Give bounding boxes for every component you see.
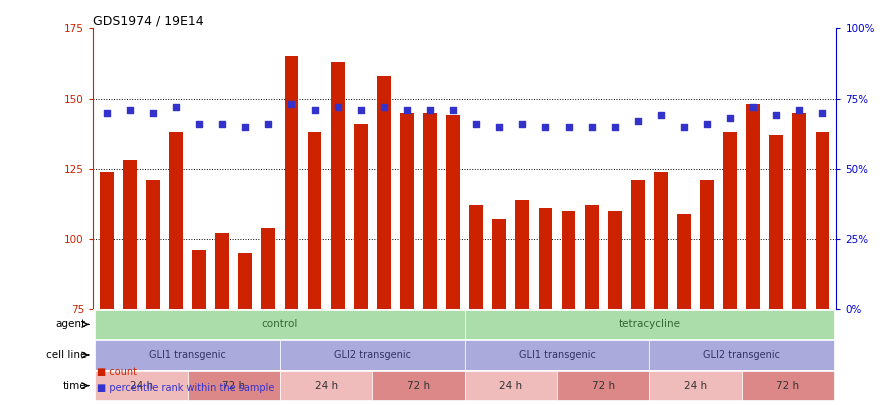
Bar bbox=[373, 371, 465, 400]
Bar bbox=[354, 124, 367, 309]
Text: 72 h: 72 h bbox=[222, 381, 245, 391]
Point bbox=[769, 112, 783, 119]
Bar bbox=[377, 76, 391, 309]
Bar bbox=[169, 132, 183, 309]
Point bbox=[284, 101, 298, 107]
Bar bbox=[700, 180, 714, 309]
Bar bbox=[308, 132, 321, 309]
Point bbox=[400, 107, 414, 113]
Point bbox=[423, 107, 437, 113]
Bar bbox=[146, 180, 160, 309]
Bar bbox=[538, 208, 552, 309]
Point bbox=[331, 104, 345, 110]
Text: agent: agent bbox=[56, 320, 86, 329]
Bar bbox=[469, 205, 483, 309]
Point bbox=[238, 124, 252, 130]
Bar bbox=[465, 310, 834, 339]
Point bbox=[723, 115, 737, 122]
Point bbox=[169, 104, 183, 110]
Bar bbox=[192, 250, 206, 309]
Bar bbox=[631, 180, 644, 309]
Point bbox=[469, 121, 483, 127]
Point bbox=[654, 112, 668, 119]
Text: GDS1974 / 19E14: GDS1974 / 19E14 bbox=[93, 14, 204, 27]
Point bbox=[492, 124, 506, 130]
Point bbox=[307, 107, 321, 113]
Bar bbox=[585, 205, 598, 309]
Point bbox=[608, 124, 622, 130]
Text: GLI2 transgenic: GLI2 transgenic bbox=[334, 350, 411, 360]
Bar bbox=[723, 132, 737, 309]
Bar bbox=[562, 211, 575, 309]
Bar bbox=[96, 340, 280, 370]
Bar bbox=[96, 371, 188, 400]
Point bbox=[192, 121, 206, 127]
Bar bbox=[280, 340, 465, 370]
Bar bbox=[465, 371, 557, 400]
Bar bbox=[100, 172, 113, 309]
Bar bbox=[423, 113, 437, 309]
Bar bbox=[769, 135, 783, 309]
Text: control: control bbox=[262, 320, 298, 329]
Point bbox=[538, 124, 552, 130]
Point bbox=[561, 124, 575, 130]
Point bbox=[584, 124, 598, 130]
Text: time: time bbox=[62, 381, 86, 391]
Bar bbox=[677, 213, 691, 309]
Text: GLI2 transgenic: GLI2 transgenic bbox=[704, 350, 781, 360]
Bar bbox=[446, 115, 460, 309]
Point bbox=[677, 124, 691, 130]
Point bbox=[215, 121, 229, 127]
Point bbox=[700, 121, 714, 127]
Bar bbox=[515, 200, 529, 309]
Point bbox=[446, 107, 460, 113]
Bar bbox=[792, 113, 806, 309]
Text: cell line: cell line bbox=[46, 350, 86, 360]
Bar bbox=[238, 253, 252, 309]
Point bbox=[746, 104, 760, 110]
Point bbox=[146, 109, 160, 116]
Bar bbox=[465, 340, 650, 370]
Bar bbox=[215, 233, 229, 309]
Point bbox=[100, 109, 114, 116]
Point bbox=[815, 109, 829, 116]
Point bbox=[354, 107, 368, 113]
Bar bbox=[816, 132, 829, 309]
Bar bbox=[650, 340, 834, 370]
Bar bbox=[285, 56, 298, 309]
Text: 24 h: 24 h bbox=[684, 381, 707, 391]
Point bbox=[515, 121, 529, 127]
Bar bbox=[654, 172, 668, 309]
Bar bbox=[492, 219, 506, 309]
Point bbox=[631, 118, 645, 124]
Text: 72 h: 72 h bbox=[407, 381, 430, 391]
Bar bbox=[650, 371, 742, 400]
Point bbox=[261, 121, 275, 127]
Point bbox=[377, 104, 391, 110]
Text: tetracycline: tetracycline bbox=[619, 320, 681, 329]
Bar bbox=[557, 371, 650, 400]
Text: 24 h: 24 h bbox=[314, 381, 338, 391]
Text: GLI1 transgenic: GLI1 transgenic bbox=[150, 350, 226, 360]
Text: 24 h: 24 h bbox=[130, 381, 153, 391]
Bar bbox=[280, 371, 373, 400]
Point bbox=[792, 107, 806, 113]
Bar bbox=[400, 113, 414, 309]
Bar bbox=[261, 228, 275, 309]
Text: 72 h: 72 h bbox=[776, 381, 799, 391]
Text: GLI1 transgenic: GLI1 transgenic bbox=[519, 350, 596, 360]
Text: ■ count: ■ count bbox=[97, 367, 137, 377]
Bar bbox=[742, 371, 834, 400]
Bar bbox=[331, 62, 344, 309]
Bar bbox=[746, 104, 760, 309]
Text: 72 h: 72 h bbox=[591, 381, 615, 391]
Text: 24 h: 24 h bbox=[499, 381, 522, 391]
Text: ■ percentile rank within the sample: ■ percentile rank within the sample bbox=[97, 383, 274, 393]
Bar bbox=[96, 310, 465, 339]
Point bbox=[123, 107, 137, 113]
Bar bbox=[188, 371, 280, 400]
Bar bbox=[608, 211, 621, 309]
Bar bbox=[123, 160, 137, 309]
